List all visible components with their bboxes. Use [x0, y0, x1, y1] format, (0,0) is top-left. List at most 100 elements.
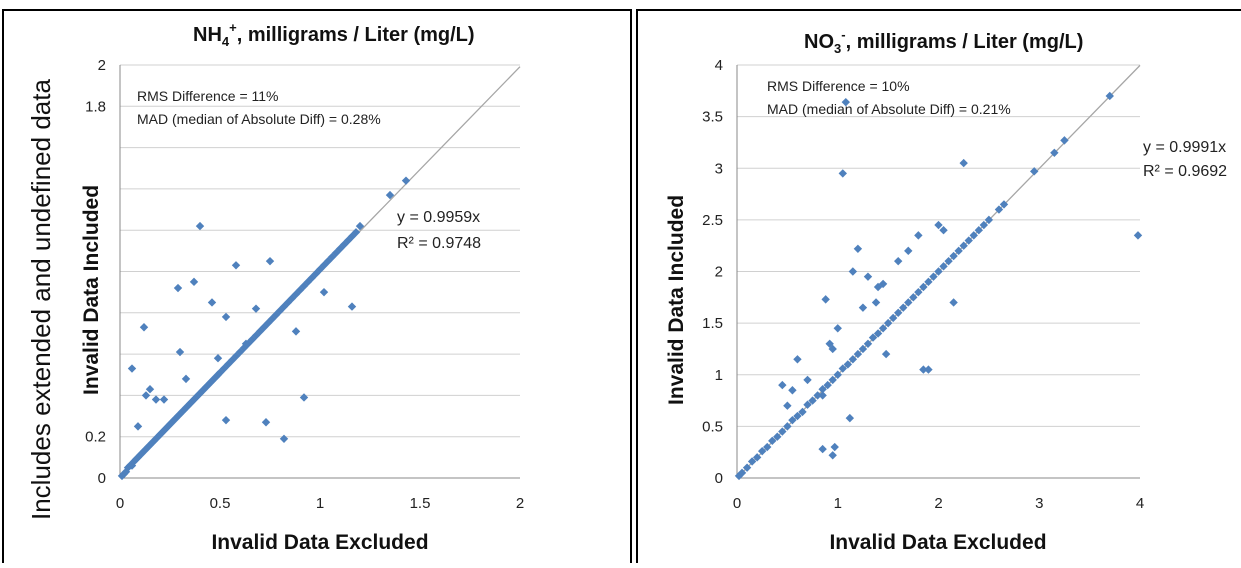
- nh4-data-point: [291, 327, 301, 336]
- nh4-y-tick-label: 1.8: [85, 98, 106, 115]
- no3-data-point: [828, 375, 837, 385]
- no3-data-point: [818, 385, 827, 394]
- no3-data-point: [848, 267, 858, 276]
- no3-data-point: [803, 375, 812, 385]
- nh4-data-point: [265, 256, 275, 266]
- no3-data-point: [798, 407, 807, 417]
- nh4-x-tick-label: 2: [516, 495, 524, 512]
- nh4-data-point: [127, 364, 137, 373]
- no3-data-point: [825, 339, 834, 348]
- no3-data-point: [783, 401, 792, 410]
- nh4-data-point: [141, 391, 151, 400]
- no3-data-point: [793, 411, 802, 421]
- no3-data-point: [833, 370, 842, 379]
- no3-data-point: [848, 355, 858, 364]
- no3-data-point: [778, 427, 787, 436]
- no3-y-tick-label: 0.5: [702, 418, 723, 435]
- nh4-x-tick-label: 1.5: [410, 495, 431, 512]
- no3-data-point: [783, 422, 792, 431]
- no3-y-tick-label: 0: [715, 470, 723, 487]
- nh4-stat-rms: RMS Difference = 11%: [137, 88, 279, 104]
- no3-data-point: [974, 226, 983, 235]
- no3-data-point: [881, 349, 891, 359]
- no3-data-point: [828, 451, 837, 460]
- nh4-x-axis-label: Invalid Data Excluded: [211, 531, 428, 554]
- no3-data-point: [1050, 148, 1059, 157]
- no3-data-point: [793, 355, 802, 364]
- no3-data-point: [752, 453, 762, 462]
- nh4-data-point: [175, 347, 185, 357]
- no3-data-point: [914, 231, 923, 240]
- no3-y-tick-label: 2: [715, 264, 723, 281]
- no3-fit-equation: y = 0.9991x: [1143, 139, 1226, 156]
- no3-data-point: [838, 364, 847, 373]
- no3-data-point: [984, 215, 994, 225]
- no3-data-point: [853, 244, 863, 253]
- nh4-title-sub: 4: [222, 34, 230, 49]
- no3-data-point: [1105, 91, 1114, 101]
- nh4-data-point: [207, 298, 217, 307]
- no3-stat-mad: MAD (median of Absolute Diff) = 0.21%: [767, 101, 1011, 117]
- no3-data-point: [904, 246, 913, 256]
- no3-data-point: [934, 267, 943, 276]
- no3-title-rest: , milligrams / Liter (mg/L): [846, 31, 1084, 53]
- no3-data-point: [778, 380, 787, 390]
- no3-data-point: [845, 413, 855, 423]
- nh4-data-point: [355, 221, 365, 231]
- nh4-data-point: [159, 395, 169, 404]
- nh4-data-point: [339, 240, 349, 249]
- no3-data-point: [828, 344, 837, 354]
- no3-data-point: [894, 308, 903, 317]
- nh4-data-point: [221, 312, 231, 322]
- no3-data-point: [934, 220, 943, 230]
- nh4-data-point: [235, 347, 245, 357]
- no3-x-tick-label: 2: [934, 495, 942, 512]
- nh4-fit-equation: y = 0.9959x: [397, 209, 480, 226]
- no3-data-point: [808, 396, 817, 405]
- no3-data-point: [853, 349, 863, 359]
- no3-data-point: [914, 287, 923, 297]
- nh4-data-point: [385, 190, 395, 200]
- no3-data-point: [949, 298, 958, 307]
- no3-title: NO3-, milligrams / Liter (mg/L): [804, 27, 1083, 56]
- no3-x-tick-label: 4: [1136, 495, 1144, 512]
- no3-data-point: [841, 97, 851, 107]
- no3-data-point: [838, 169, 847, 178]
- no3-data-point: [873, 282, 883, 292]
- no3-data-point: [788, 386, 797, 395]
- no3-y-tick-label: 1: [715, 367, 723, 384]
- nh4-data-point: [173, 283, 183, 293]
- no3-y-axis-label: Invalid Data Included: [665, 195, 688, 405]
- nh4-fit-r2: R² = 0.9748: [397, 235, 481, 252]
- nh4-data-point: [401, 176, 411, 185]
- no3-data-point: [818, 391, 827, 400]
- nh4-data-point: [213, 354, 223, 363]
- nh4-data-point: [139, 323, 149, 332]
- no3-data-point: [818, 444, 827, 454]
- nh4-data-point: [231, 351, 241, 361]
- no3-data-point: [768, 436, 777, 446]
- nh4-y-tick-label: 0: [98, 470, 106, 487]
- no3-data-point: [788, 415, 797, 425]
- no3-data-point: [939, 226, 948, 235]
- no3-data-point: [843, 360, 853, 369]
- nh4-data-point: [251, 304, 261, 313]
- nh4-x-tick-label: 0: [116, 495, 124, 512]
- no3-y-tick-label: 4: [715, 57, 723, 74]
- nh4-data-point: [347, 302, 357, 311]
- nh4-data-point: [145, 385, 155, 394]
- nh4-data-point: [221, 415, 231, 425]
- no3-data-point: [994, 205, 1004, 214]
- nh4-data-point: [151, 395, 161, 404]
- nh4-data-point: [241, 339, 251, 348]
- no3-data-point: [830, 442, 839, 452]
- no3-data-point: [924, 365, 933, 374]
- no3-data-point: [813, 391, 822, 400]
- nh4-title-main: NH: [193, 24, 222, 46]
- no3-data-point: [894, 256, 903, 266]
- nh4-data-point: [299, 393, 309, 402]
- no3-data-point: [863, 339, 873, 348]
- no3-data-point: [1060, 136, 1069, 145]
- nh4-data-point: [239, 343, 249, 353]
- nh4-data-point: [181, 374, 191, 384]
